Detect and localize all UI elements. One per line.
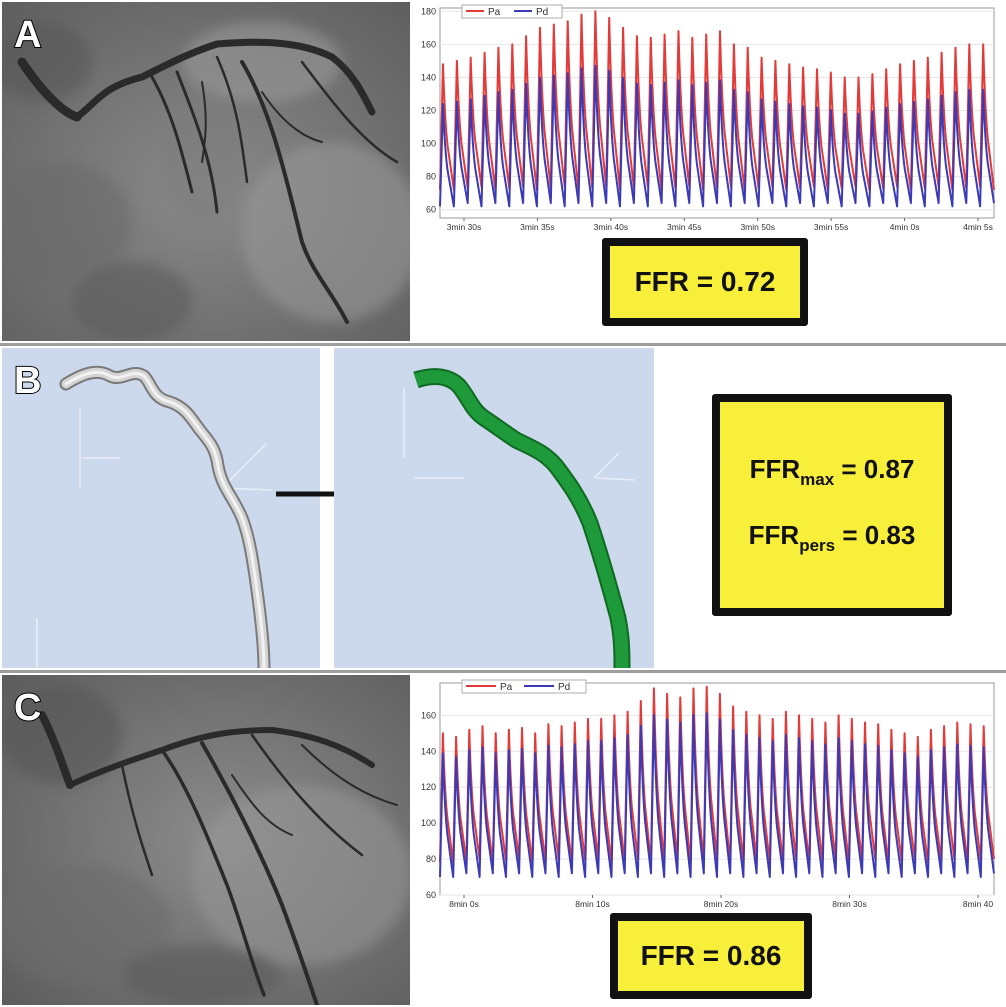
ffr-box-c: FFR = 0.86 xyxy=(610,913,812,999)
x-tick-label: 3min 30s xyxy=(447,222,482,232)
legend-a: Pa Pd xyxy=(461,4,563,19)
y-tick-label: 100 xyxy=(421,139,436,149)
pa-trace xyxy=(439,685,995,864)
legend-pa-c: Pa xyxy=(500,682,513,693)
x-tick-label: 3min 55s xyxy=(814,222,849,232)
model-view-original xyxy=(2,348,320,675)
panel-letter-a: A xyxy=(13,13,42,57)
pressure-plot-a: 60 80 100 120 140 160 180 3min 30s 3min 35s 3min… xyxy=(421,4,995,232)
pressure-plot-c: 60 80 100 120 140 160 8min 0s 8min 10s 8min 20s… xyxy=(421,679,995,909)
model-view-result xyxy=(334,348,654,669)
ffr-value-a: FFR = 0.72 xyxy=(634,266,776,297)
x-tick-label: 4min 0s xyxy=(890,222,920,232)
legend-pd-c: Pd xyxy=(558,682,570,693)
y-tick-label: 160 xyxy=(421,710,436,720)
ffr-pers-base: FFR xyxy=(748,520,800,550)
pa-trace xyxy=(439,10,995,191)
y-tick-label: 60 xyxy=(426,205,436,215)
x-tick-label: 8min 10s xyxy=(575,899,610,909)
panel-c: C 60 80 100 120 140 160 8min 0s 8min 10s 8min 2… xyxy=(0,673,1006,1007)
ffr-pers-sub: pers xyxy=(799,536,836,555)
x-tick-label: 8min 40 xyxy=(963,899,994,909)
pd-trace xyxy=(439,64,995,208)
ffr-max-line: FFRmax = 0.87 xyxy=(750,454,915,490)
ffr-box-b: FFRmax = 0.87 FFRpers = 0.83 xyxy=(712,394,952,616)
x-tick-label: 3min 50s xyxy=(740,222,775,232)
ffr-max-value: = 0.87 xyxy=(834,454,915,484)
x-tick-label: 8min 0s xyxy=(449,899,479,909)
angiogram-image-a xyxy=(2,2,410,341)
panel-letter-c: C xyxy=(13,686,42,730)
legend-pd-a: Pd xyxy=(536,7,548,18)
y-tick-label: 180 xyxy=(421,6,436,16)
pd-trace xyxy=(439,712,995,878)
x-tick-label: 3min 45s xyxy=(667,222,702,232)
y-tick-label: 80 xyxy=(426,854,436,864)
y-tick-label: 140 xyxy=(421,746,436,756)
ffr-max-sub: max xyxy=(800,470,835,489)
ffr-pers-line: FFRpers = 0.83 xyxy=(749,520,916,556)
x-tick-label: 3min 40s xyxy=(594,222,629,232)
legend-c: Pa Pd xyxy=(461,679,587,694)
x-tick-label: 4min 5s xyxy=(963,222,993,232)
ffr-value-c: FFR = 0.86 xyxy=(640,940,782,971)
panel-b: B FFRmax = 0.87 FFRpers = 0.83 xyxy=(0,346,1006,675)
x-tick-label: 8min 30s xyxy=(832,899,867,909)
angiogram-image-c xyxy=(2,675,410,1005)
legend-pa-a: Pa xyxy=(488,7,501,18)
x-tick-label: 8min 20s xyxy=(704,899,739,909)
panel-a: A 60 80 100 120 140 160 180 3min 30s 3min 35s 3m… xyxy=(0,0,1006,343)
y-tick-label: 100 xyxy=(421,818,436,828)
x-tick-label: 3min 35s xyxy=(520,222,555,232)
ffr-pers-value: = 0.83 xyxy=(835,520,916,550)
panel-letter-b: B xyxy=(13,359,42,403)
y-tick-label: 80 xyxy=(426,172,436,182)
y-tick-label: 160 xyxy=(421,39,436,49)
y-tick-label: 120 xyxy=(421,782,436,792)
y-tick-label: 120 xyxy=(421,106,436,116)
y-tick-label: 140 xyxy=(421,72,436,82)
y-tick-label: 60 xyxy=(426,890,436,900)
ffr-max-base: FFR xyxy=(749,454,801,484)
ffr-box-a: FFR = 0.72 xyxy=(602,238,808,326)
